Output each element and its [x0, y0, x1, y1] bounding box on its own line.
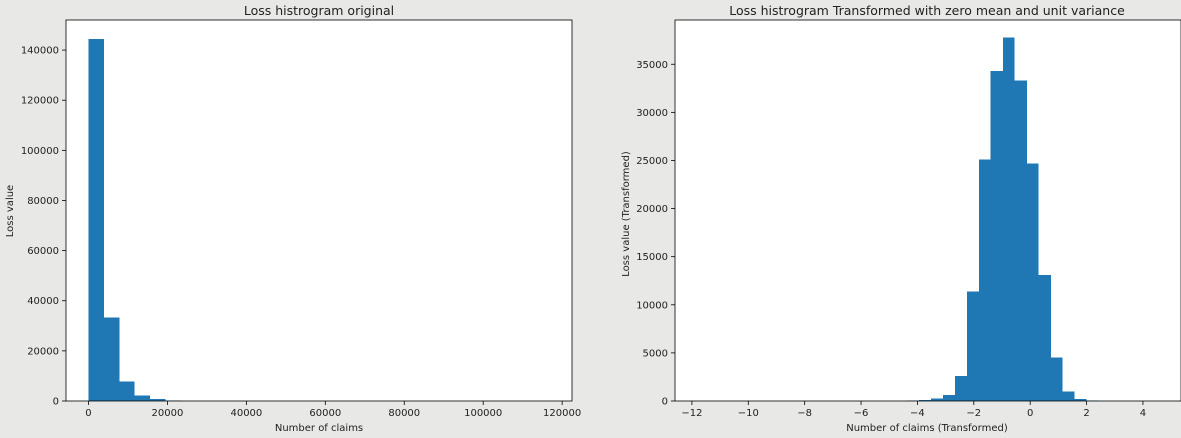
histogram-bar: [966, 291, 979, 401]
x-tick-label: 20000: [152, 408, 184, 419]
x-axis-label: Number of claims (Transformed): [846, 423, 1008, 434]
x-tick-label: 40000: [230, 408, 262, 419]
y-tick-label: 30000: [636, 108, 668, 119]
plot-frame: [65, 19, 573, 402]
y-tick-label: 20000: [636, 204, 668, 215]
histogram-bar: [1026, 163, 1039, 401]
histogram-bar: [1062, 391, 1075, 401]
y-tick-label: 0: [662, 397, 668, 408]
histogram-bar: [88, 38, 104, 402]
histogram-bar: [1050, 357, 1063, 401]
y-axis-label: Loss value: [5, 185, 16, 237]
y-tick-label: 0: [53, 397, 59, 408]
x-tick-label: −8: [797, 408, 812, 419]
chart-title: Loss histrogram original: [244, 3, 394, 18]
x-tick-label: 120000: [543, 408, 581, 419]
x-tick-label: 100000: [464, 408, 502, 419]
histogram-bar: [119, 381, 135, 401]
y-tick-label: 20000: [27, 346, 59, 357]
histogram-bar: [1074, 399, 1087, 401]
histogram-bar: [103, 317, 120, 401]
x-tick-label: 0: [1027, 408, 1033, 419]
histogram-bar: [1002, 37, 1015, 401]
y-tick-label: 25000: [636, 156, 668, 167]
histogram-bar: [1014, 80, 1027, 402]
y-tick-label: 10000: [636, 300, 668, 311]
y-tick-label: 40000: [27, 296, 59, 307]
y-axis-ticks: 0 5000 10000 15000 20000 25000 30000 35000: [636, 60, 675, 408]
x-tick-label: 4: [1140, 408, 1146, 419]
chart-title: Loss histrogram Transformed with zero me…: [729, 3, 1125, 18]
x-tick-label: −12: [681, 408, 702, 419]
x-tick-label: 60000: [309, 408, 341, 419]
plot-area: [66, 20, 572, 401]
x-tick-label: −10: [738, 408, 759, 419]
x-tick-label: 80000: [388, 408, 420, 419]
x-tick-label: −6: [854, 408, 869, 419]
y-tick-label: 100000: [21, 146, 59, 157]
bars: [894, 37, 1123, 402]
y-tick-label: 15000: [636, 252, 668, 263]
chart-transformed: Loss histrogram Transformed with zero me…: [621, 3, 1181, 434]
y-axis-ticks: 0 20000 40000 60000 80000 100000 120000 140000: [21, 46, 66, 408]
y-axis-label: Loss value (Transformed): [621, 151, 632, 277]
x-axis-ticks: −12 −10 −8 −6 −4 −2 0 2 4: [681, 401, 1146, 419]
histogram-bar: [978, 159, 991, 401]
y-tick-label: 5000: [643, 348, 668, 359]
x-tick-label: −2: [966, 408, 981, 419]
histogram-bar: [954, 375, 967, 401]
histogram-bar: [942, 395, 955, 401]
histogram-bar: [930, 398, 943, 401]
x-axis-label: Number of claims: [275, 423, 363, 434]
y-tick-label: 60000: [27, 246, 59, 257]
histogram-bar: [918, 399, 931, 401]
plot-area: [675, 20, 1181, 401]
y-tick-label: 35000: [636, 60, 668, 71]
histogram-bar: [1038, 274, 1051, 401]
chart-original: Loss histrogram original 0 20000 40000 6000…: [5, 3, 581, 434]
y-tick-label: 140000: [21, 46, 59, 57]
plot-frame: [674, 19, 1181, 402]
x-axis-ticks: 0 20000 40000 60000 80000 100000 120000: [85, 401, 581, 419]
histogram-bar: [134, 395, 151, 401]
x-tick-label: 0: [85, 408, 91, 419]
bars: [88, 38, 197, 402]
y-tick-label: 80000: [27, 196, 59, 207]
x-tick-label: −4: [910, 408, 925, 419]
histogram-bar: [990, 70, 1003, 402]
x-tick-label: 2: [1083, 408, 1089, 419]
y-tick-label: 120000: [21, 96, 59, 107]
histogram-bar: [150, 398, 166, 401]
